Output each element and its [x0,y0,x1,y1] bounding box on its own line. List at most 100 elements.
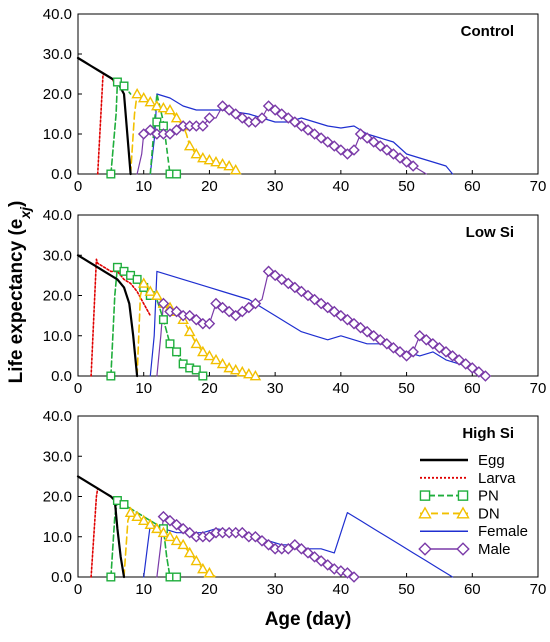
panel-1-male-point [361,132,373,144]
panel-1-male-point [328,140,341,152]
legend-label-egg: Egg [478,452,505,469]
panel-2-dn-point [236,365,249,377]
panel-2-male-point [308,293,321,306]
panel-1-male-point [295,120,308,132]
panel-2-male-point [170,305,183,318]
panel-2-male-point [315,297,327,310]
legend-marker-dn [418,506,432,519]
panel-2-male-point [295,285,308,298]
panel-2-pn-point [165,339,175,349]
panel-2-dn-point [229,363,242,375]
panel-2-x-tick-label: 30 [267,380,284,397]
panel-2-male-point [374,333,387,346]
legend-label-dn: DN [478,505,500,522]
panel-2-male-point [229,309,242,322]
panel-2-y-tick-label: 0.0 [51,368,72,385]
panel-1-x-tick-label: 0 [74,178,82,195]
panel-1-male-point [229,108,242,120]
panel-2-male-point [282,277,295,290]
panel-1-dn-point [216,157,229,169]
panel-2-male-point [348,317,360,330]
panel-1-dn-point [170,111,183,123]
panel-2-male-point [394,346,406,358]
panel-3-y-tick-label: 10.0 [43,529,72,546]
panel-1-dn-point [131,87,143,99]
panel-1-male-point [216,100,229,112]
panel-3-male-point [289,539,301,551]
panel-2-dn-point [151,289,163,300]
panel-1-dn-point [144,95,157,107]
panel-2-x-tick-label: 50 [398,380,415,397]
panel-1-title: Control [461,23,514,40]
panel-3-male-point [321,559,334,571]
panel-2-title: Low Si [466,224,514,241]
panel-2-male-point [459,358,472,370]
panel-2-male-point [473,366,485,378]
panel-2-male-point [302,289,314,302]
y-axis-title: Life expectancy (exj) [6,201,33,384]
panel-3-dn-point [170,534,183,546]
panel-2-male-point [335,309,347,322]
panel-2-dn-point [216,357,229,369]
panel-3-male-point [315,555,327,567]
panel-2-male-point [216,301,229,314]
panel-2-male-point [190,313,203,326]
panel-3-male-point [203,530,216,543]
panel-2-male-point [479,370,492,382]
panel-1-dn-point [197,151,209,163]
panel-1-male-point [197,120,209,132]
panel-1-pn-point [119,81,129,91]
panel-1-y-tick-label: 10.0 [43,126,72,143]
panel-3-dn-point [190,554,203,566]
legend-marker-male [456,542,470,556]
panel-3-x-tick-label: 0 [74,581,82,598]
panel-1-x-tick-label: 50 [398,178,415,195]
panel-3-male-point [236,526,249,539]
panel-1-dn-point [157,101,170,113]
panel-1-y-tick-label: 40.0 [43,6,72,23]
legend-label-female: Female [478,523,528,540]
panel-2-dn-point [223,361,235,373]
panel-2-dn-point [203,349,216,361]
panel-1-dn-point [203,153,216,165]
panel-3-dn-point [131,510,143,522]
panel-3-male-point [302,547,314,559]
panel-2-male-point [381,338,393,350]
panel-2-dn-point [144,285,157,296]
panel-3-y-tick-label: 20.0 [43,489,72,506]
panel-1-y-tick-label: 30.0 [43,46,72,63]
panel-2-male-point [407,346,419,358]
panel-2-x-tick-label: 10 [135,380,152,397]
panel-2-male-point [446,350,459,362]
panel-3-x-tick-label: 30 [267,581,284,598]
panel-2-dn-point [243,367,255,379]
panel-3-title: High Si [462,425,514,442]
panel-3-male-point [183,526,196,539]
panel-2-y-tick-label: 10.0 [43,328,72,345]
panel-2-male-point [440,346,452,358]
panel-3-male-point [341,567,354,579]
panel-2-male-point [262,265,275,278]
panel-2-y-tick-label: 40.0 [43,207,72,224]
panel-3-y-tick-label: 40.0 [43,408,72,425]
panel-2-x-tick-label: 0 [74,380,82,397]
panel-1-dn-point [190,147,203,159]
panel-2-dn-point [249,369,262,381]
panel-1-dn-point [210,155,222,167]
panel-3-male-point [249,530,262,543]
panel-2-male-point [354,321,367,334]
panel-2-male-point [420,333,433,346]
panel-2-pn-point [198,371,208,381]
panel-2-male-point [210,297,222,310]
panel-2-pn-point [132,274,142,284]
panel-1-dn-point [223,159,235,171]
panel-1-series-egg [76,56,132,176]
panel-3-dn-point [203,566,216,578]
panel-2-male-point [275,273,288,286]
panel-2-male-point [243,301,255,314]
panel-3-dn-point [151,522,163,534]
panel-3-pn-point [119,500,129,510]
panel-1-male-point [269,104,281,116]
panel-2-male-point [328,305,341,318]
